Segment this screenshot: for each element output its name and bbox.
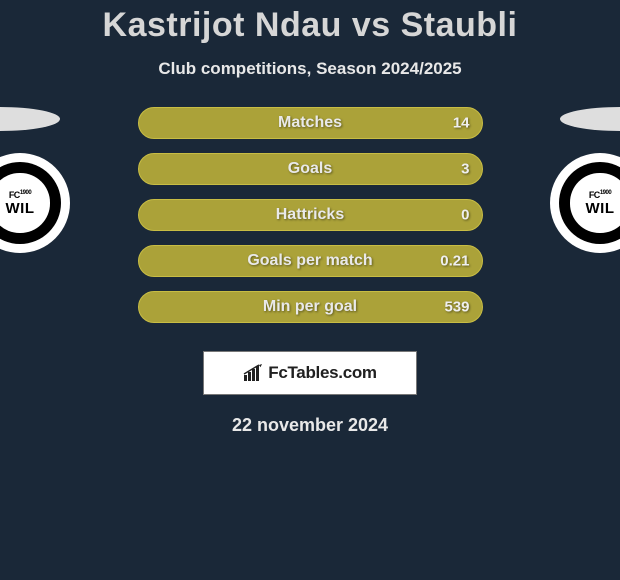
badge-main-text: WIL	[586, 201, 615, 216]
fctables-logo: FcTables.com	[243, 363, 377, 383]
stat-value: 3	[461, 161, 469, 178]
stat-value: 539	[444, 299, 469, 316]
left-ellipse	[0, 107, 60, 131]
stat-bar: Min per goal 539	[138, 291, 483, 323]
stat-bar: Hattricks 0	[138, 199, 483, 231]
footer-brand-text: FcTables.com	[268, 363, 377, 383]
stat-label: Goals per match	[247, 252, 372, 270]
stat-label: Min per goal	[263, 298, 357, 316]
stats-bars: Matches 14 Goals 3 Hattricks 0 Goals per match…	[138, 107, 483, 323]
stat-bar: Matches 14	[138, 107, 483, 139]
page-title: Kastrijot Ndau vs Staubli	[0, 0, 620, 45]
badge-main-text: WIL	[6, 201, 35, 216]
stat-value: 0.21	[440, 253, 469, 270]
stat-label: Matches	[278, 114, 342, 132]
stat-value: 14	[453, 115, 470, 132]
comparison-arena: FC1900 WIL FC1900 WIL Matches 14 Goals 3 Hat…	[0, 107, 620, 323]
chart-icon	[243, 364, 265, 382]
badge-top-text: FC1900	[589, 190, 611, 200]
right-ellipse	[560, 107, 620, 131]
stat-bar: Goals 3	[138, 153, 483, 185]
badge-top-text: FC1900	[9, 190, 31, 200]
left-club-badge: FC1900 WIL	[0, 153, 70, 253]
right-club-badge: FC1900 WIL	[550, 153, 620, 253]
stat-label: Hattricks	[276, 206, 344, 224]
stat-label: Goals	[288, 160, 332, 178]
date-line: 22 november 2024	[0, 415, 620, 436]
footer-brand-box: FcTables.com	[203, 351, 417, 395]
stat-value: 0	[461, 207, 469, 224]
stat-bar: Goals per match 0.21	[138, 245, 483, 277]
subtitle: Club competitions, Season 2024/2025	[0, 59, 620, 79]
